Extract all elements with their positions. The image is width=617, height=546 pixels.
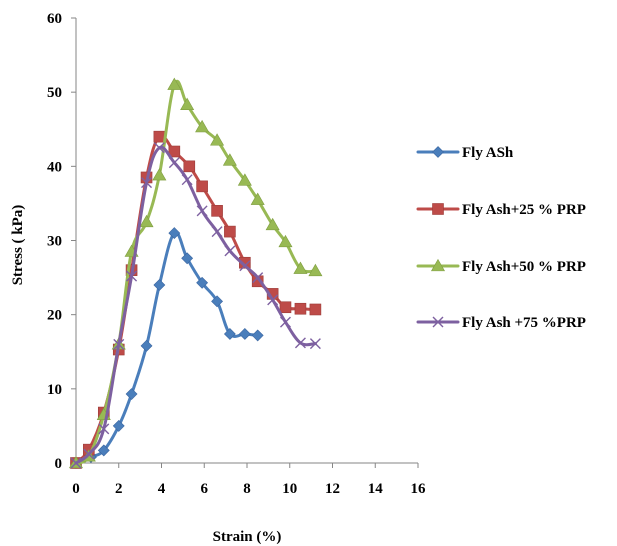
data-point (239, 256, 251, 269)
legend-label: Fly Ash+50 % PRP (462, 259, 586, 275)
data-point (279, 301, 292, 314)
data-point (309, 338, 321, 350)
data-point (152, 168, 167, 181)
data-point (70, 457, 82, 469)
data-point (265, 217, 280, 231)
data-point (125, 388, 138, 400)
data-point (251, 329, 264, 342)
data-point (98, 423, 110, 435)
legend-label: Fly Ash+25 % PRP (462, 202, 586, 218)
data-point (153, 142, 165, 154)
legend-item: Fly Ash +75 %PRP (416, 315, 586, 331)
series-4 (70, 142, 321, 469)
x-tick-label: 2 (115, 481, 123, 497)
data-point (279, 316, 291, 328)
legend-label: Fly ASh (462, 145, 514, 161)
data-point (112, 419, 125, 432)
y-tick-label: 30 (47, 234, 62, 250)
y-tick-label: 10 (47, 382, 62, 398)
data-point (97, 444, 110, 457)
data-point (267, 294, 279, 306)
data-point (239, 260, 251, 272)
data-point (167, 77, 182, 90)
data-point (196, 276, 209, 289)
x-tick-label: 12 (325, 481, 340, 497)
data-point (250, 192, 265, 205)
y-tick-label: 50 (47, 85, 62, 101)
y-tick-label: 0 (55, 456, 63, 472)
data-point (222, 153, 237, 166)
legend-marker (430, 258, 446, 272)
data-point (183, 160, 196, 173)
x-tick-label: 8 (243, 481, 251, 497)
data-point (211, 295, 223, 308)
data-point (224, 245, 236, 257)
legend-label: Fly Ash +75 %PRP (462, 315, 586, 331)
x-tick-label: 14 (368, 481, 384, 497)
data-point (210, 133, 225, 146)
legend-marker (432, 316, 444, 328)
x-axis-ticks: 0 2 4 6 8 10 12 14 16 (72, 463, 426, 497)
data-point (139, 214, 154, 228)
data-point (196, 205, 208, 217)
data-point (238, 328, 251, 340)
data-point (294, 337, 306, 349)
legend-item: Fly Ash+50 % PRP (416, 258, 586, 275)
data-point (237, 173, 252, 186)
data-point (224, 225, 236, 238)
y-tick-label: 40 (47, 159, 62, 175)
x-tick-label: 16 (411, 481, 427, 497)
series-line (74, 145, 317, 465)
data-point (196, 180, 208, 193)
data-point (113, 338, 125, 350)
legend-item: Fly Ash+25 % PRP (416, 202, 586, 218)
x-tick-label: 10 (282, 481, 297, 497)
data-point (293, 261, 308, 274)
data-point (141, 177, 153, 189)
y-tick-label: 20 (47, 308, 62, 324)
legend-item: Fly ASh (416, 145, 514, 161)
data-point (195, 119, 210, 133)
data-point (180, 97, 195, 110)
data-point (83, 448, 95, 460)
data-point (309, 303, 322, 316)
series-line (74, 134, 317, 465)
legend: Fly ASh Fly Ash+25 % PRP Fly Ash+50 % PRP F… (416, 145, 586, 331)
data-point (278, 234, 293, 248)
y-tick-label: 60 (47, 11, 62, 27)
data-point (211, 205, 223, 217)
data-point (294, 302, 307, 315)
data-point (126, 270, 138, 282)
data-point (153, 130, 166, 143)
legend-marker (432, 146, 444, 158)
data-point (153, 279, 166, 291)
x-axis-label: Strain (%) (213, 529, 282, 545)
y-axis-ticks: 0 10 20 30 40 50 60 (47, 11, 76, 472)
x-tick-label: 0 (72, 481, 80, 497)
x-tick-label: 4 (158, 481, 166, 497)
data-point (168, 157, 180, 169)
y-axis-label: Stress ( kPa) (10, 205, 26, 286)
data-point (140, 339, 153, 352)
data-point (223, 328, 236, 340)
data-point (308, 263, 323, 277)
data-point (211, 226, 223, 238)
data-point (168, 227, 181, 240)
data-point (168, 145, 181, 158)
data-point (181, 174, 193, 186)
data-point (181, 252, 194, 265)
series-layer (68, 77, 323, 469)
plot-axes (75, 18, 418, 464)
x-tick-label: 6 (201, 481, 209, 497)
data-point (252, 272, 264, 284)
legend-marker (432, 203, 444, 215)
